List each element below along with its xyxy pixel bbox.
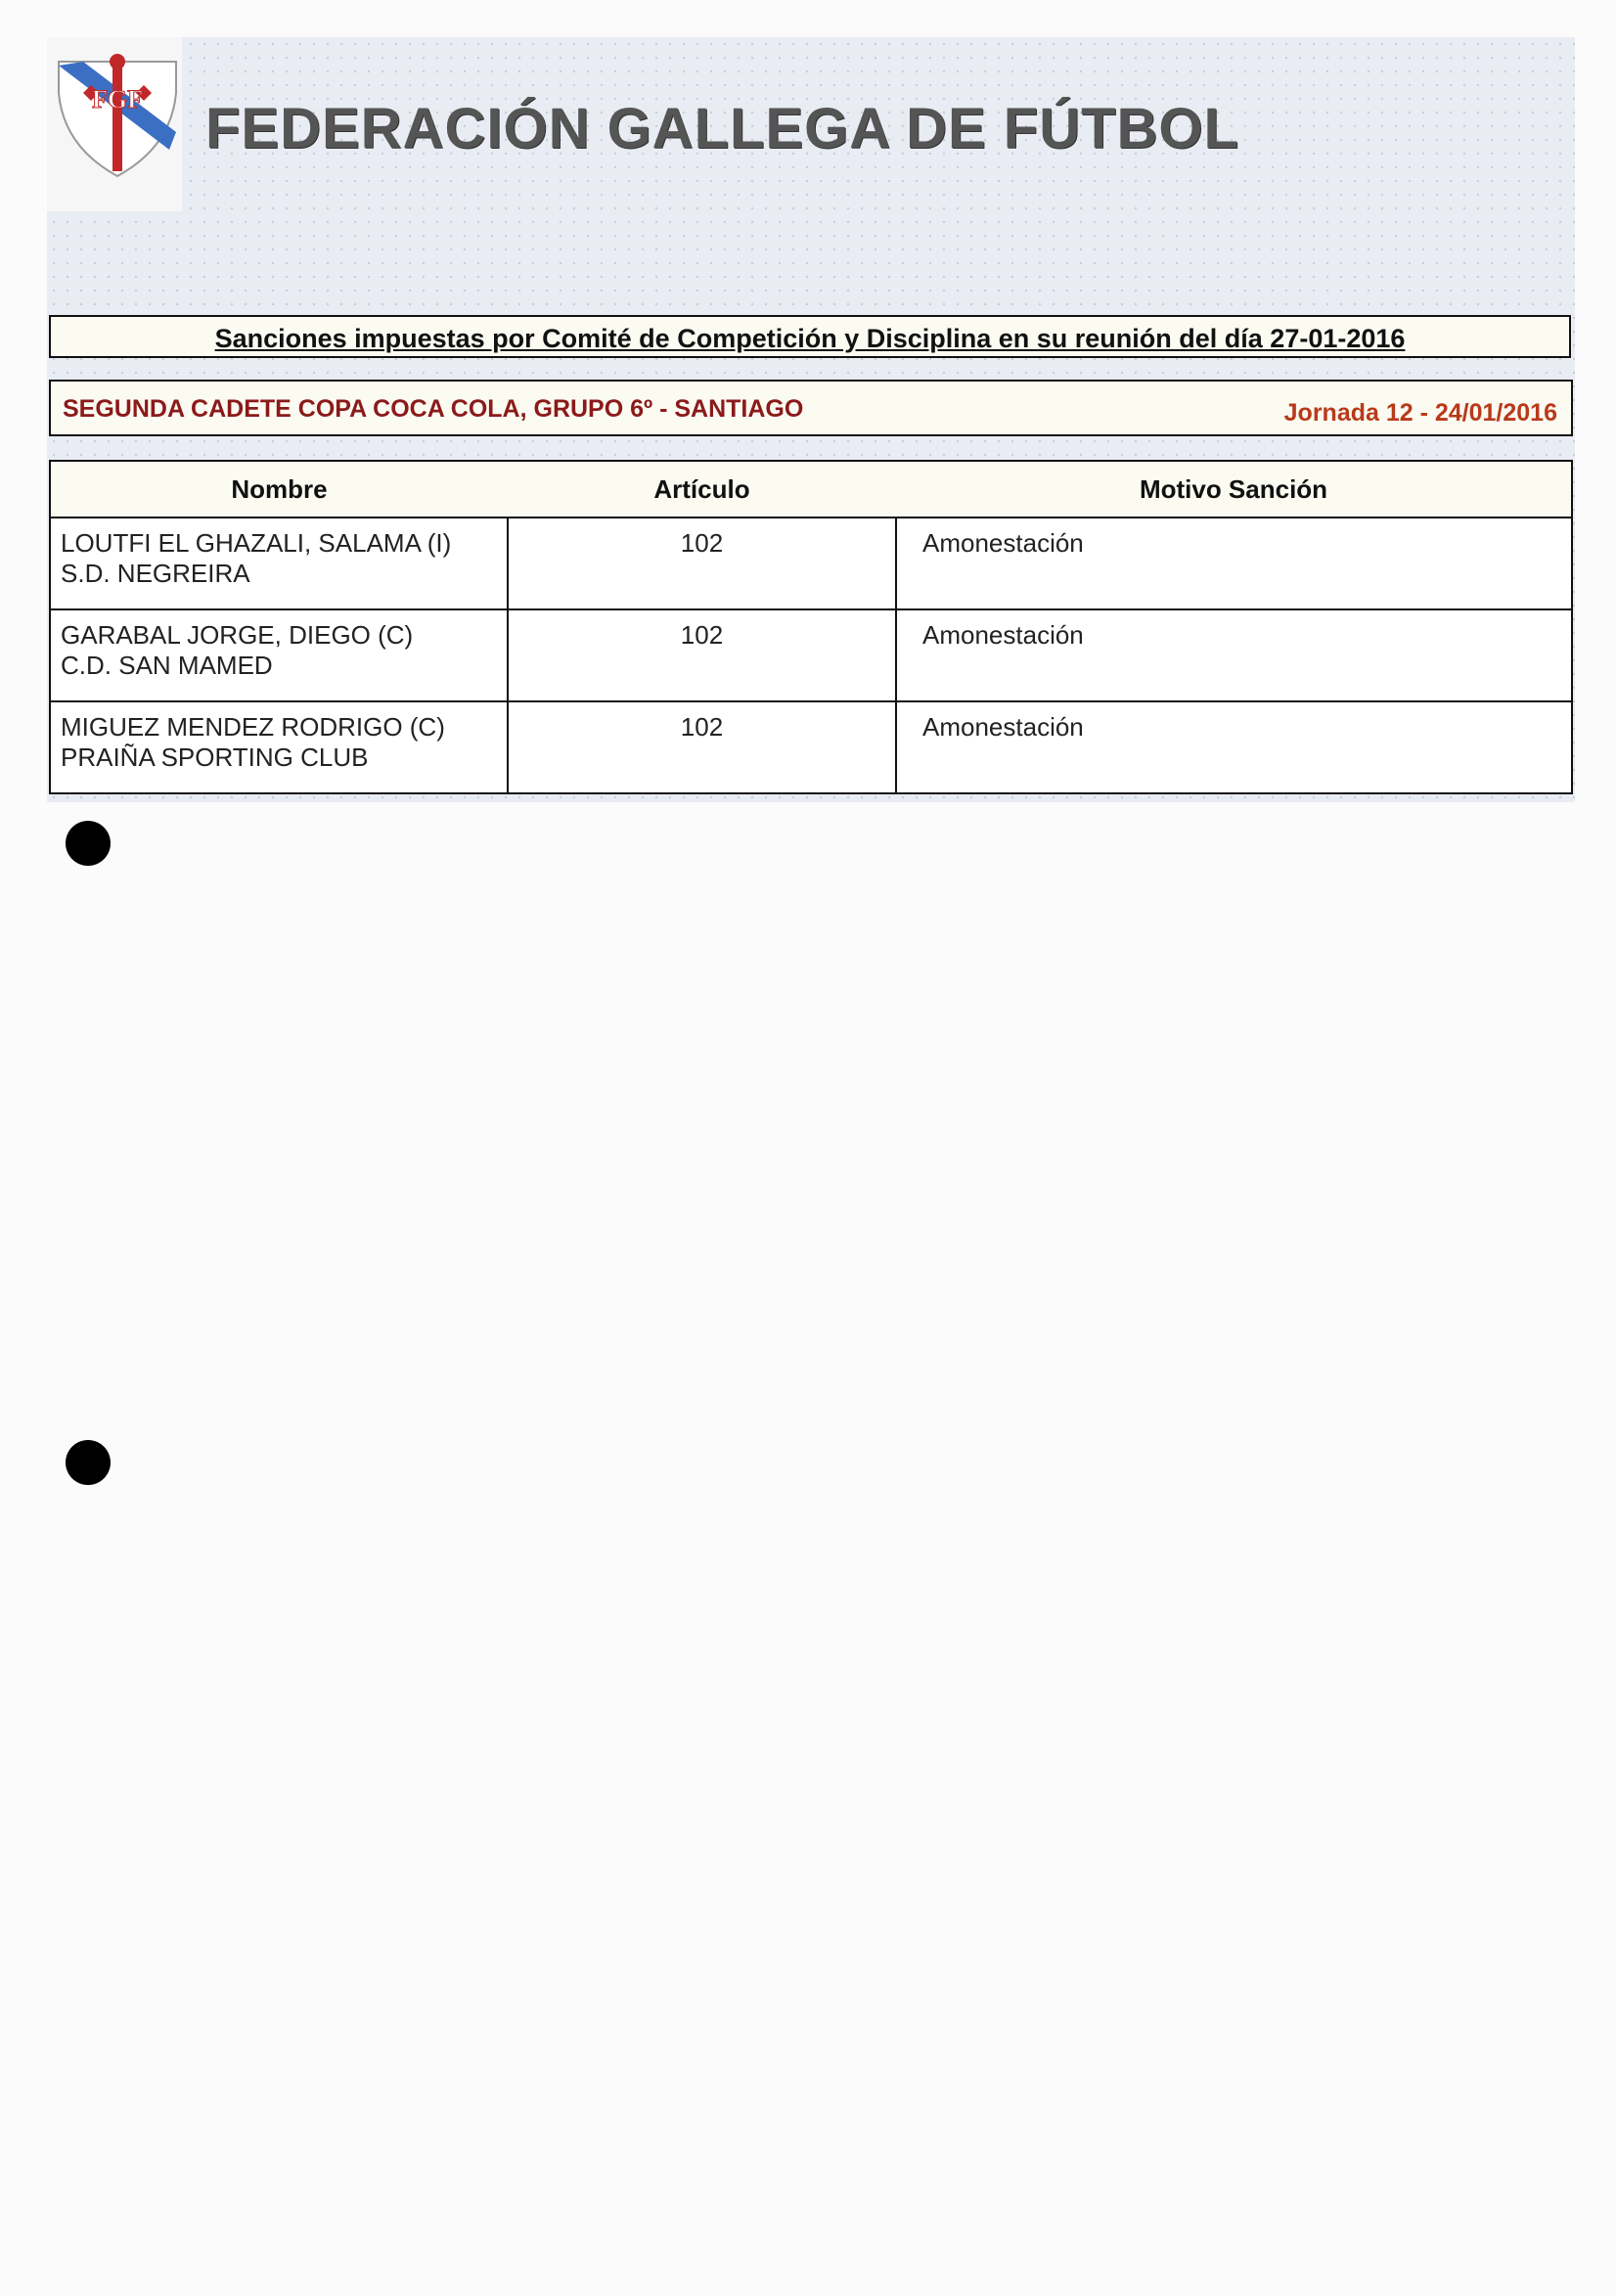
competition-banner: SEGUNDA CADETE COPA COCA COLA, GRUPO 6º … — [49, 380, 1573, 436]
club-name: PRAIÑA SPORTING CLUB — [61, 743, 369, 772]
table-header-row: Nombre Artículo Motivo Sanción — [49, 460, 1573, 518]
punch-hole-top — [66, 821, 111, 866]
session-text: Sanciones impuestas por Comité de Compet… — [214, 324, 1406, 353]
player-cell: MIGUEZ MENDEZ RODRIGO (C) PRAIÑA SPORTING… — [49, 700, 509, 794]
competition-name: SEGUNDA CADETE COPA COCA COLA, GRUPO 6º … — [63, 395, 804, 423]
table-row: LOUTFI EL GHAZALI, SALAMA (I) S.D. NEGREI… — [49, 517, 1573, 610]
table-row: MIGUEZ MENDEZ RODRIGO (C) PRAIÑA SPORTING… — [49, 700, 1573, 794]
page-title: FEDERACIÓN GALLEGA DE FÚTBOL — [205, 97, 1239, 160]
round-date: Jornada 12 - 24/01/2016 — [1283, 399, 1557, 427]
session-banner: Sanciones impuestas por Comité de Compet… — [49, 315, 1571, 358]
player-name: MIGUEZ MENDEZ RODRIGO (C) — [61, 712, 445, 742]
player-name: GARABAL JORGE, DIEGO (C) — [61, 620, 414, 650]
article-cell: 102 — [507, 700, 897, 794]
club-name: S.D. NEGREIRA — [61, 559, 250, 588]
player-cell: GARABAL JORGE, DIEGO (C) C.D. SAN MAMED — [49, 608, 509, 702]
club-name: C.D. SAN MAMED — [61, 651, 273, 680]
player-cell: LOUTFI EL GHAZALI, SALAMA (I) S.D. NEGREI… — [49, 517, 509, 610]
reason-cell: Amonestación — [895, 608, 1573, 702]
punch-hole-bottom — [66, 1440, 111, 1485]
player-name: LOUTFI EL GHAZALI, SALAMA (I) — [61, 528, 452, 558]
header-articulo: Artículo — [508, 460, 896, 518]
article-cell: 102 — [507, 517, 897, 610]
header-nombre: Nombre — [49, 460, 508, 518]
reason-cell: Amonestación — [895, 700, 1573, 794]
sanctions-table: Nombre Artículo Motivo Sanción LOUTFI EL… — [49, 460, 1573, 794]
header-motivo: Motivo Sanción — [896, 460, 1573, 518]
article-cell: 102 — [507, 608, 897, 702]
fgf-logo-icon: FGF — [58, 54, 177, 178]
svg-text:FGF: FGF — [92, 85, 143, 113]
table-row: GARABAL JORGE, DIEGO (C) C.D. SAN MAMED 1… — [49, 608, 1573, 702]
reason-cell: Amonestación — [895, 517, 1573, 610]
